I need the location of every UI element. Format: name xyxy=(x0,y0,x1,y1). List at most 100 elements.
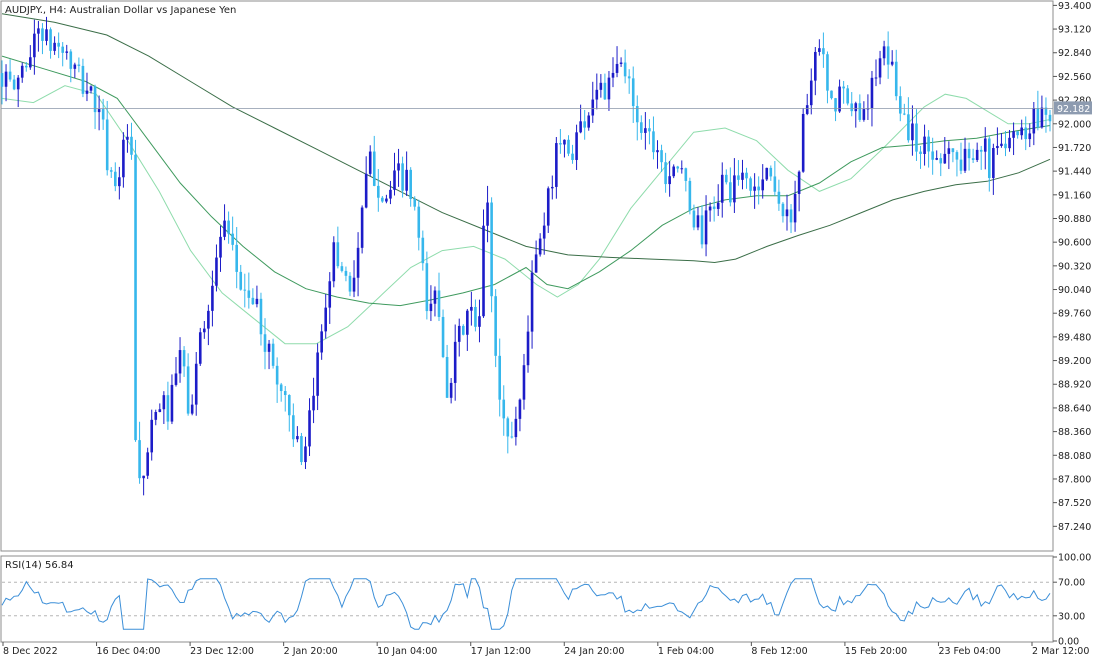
candle-body-bull xyxy=(332,242,336,282)
candle-body-bear xyxy=(425,263,429,312)
candle-body-bull xyxy=(118,177,121,187)
candle-body-bull xyxy=(324,307,328,332)
candle-body-bull xyxy=(607,77,611,100)
candle-body-bear xyxy=(77,64,81,66)
candle-body-bull xyxy=(255,298,259,305)
candle-body-bear xyxy=(113,171,117,187)
candle-body-bear xyxy=(907,114,910,141)
candle-body-bear xyxy=(437,290,441,317)
candle-body-bear xyxy=(372,151,376,186)
candle-body-bull xyxy=(142,475,145,479)
candle-body-bull xyxy=(170,384,174,422)
candlesticks xyxy=(0,16,1052,496)
candle-body-bull xyxy=(470,306,473,311)
candle-body-bear xyxy=(502,399,506,419)
candle-body-bull xyxy=(194,363,198,405)
candle-body-bull xyxy=(126,136,129,140)
candle-body-bear xyxy=(627,76,631,79)
candle-body-bear xyxy=(749,178,752,191)
candle-body-bull xyxy=(308,410,311,447)
candle-body-bear xyxy=(12,79,16,90)
candle-body-bull xyxy=(975,149,979,160)
candle-body-bear xyxy=(729,182,732,203)
candle-body-bull xyxy=(797,171,801,194)
candle-body-bull xyxy=(983,138,987,152)
candle-body-bull xyxy=(522,365,526,400)
candle-body-bear xyxy=(1016,131,1019,136)
rsi-pane xyxy=(0,555,1054,643)
candle-body-bear xyxy=(166,395,170,422)
candle-body-bear xyxy=(757,186,760,191)
candle-body-bear xyxy=(955,152,959,160)
candle-body-bear xyxy=(421,237,425,264)
candle-body-bull xyxy=(20,65,24,78)
candle-body-bear xyxy=(781,203,785,217)
candle-body-bull xyxy=(174,373,178,385)
moving-average-ma_fast xyxy=(1,85,1051,345)
price-tick-label: 91.720 xyxy=(1058,143,1091,154)
candle-body-bull xyxy=(198,332,202,364)
price-pane xyxy=(0,0,1054,552)
price-tick-label: 92.560 xyxy=(1058,72,1091,83)
candle-body-bear xyxy=(777,191,781,204)
candle-body-bull xyxy=(963,148,967,171)
candle-body-bull xyxy=(563,139,566,145)
time-tick-label: 15 Feb 20:00 xyxy=(845,646,907,657)
candle-body-bull xyxy=(215,257,218,286)
candle-body-bear xyxy=(461,325,465,335)
candle-body-bull xyxy=(4,71,8,87)
candle-body-bear xyxy=(409,169,412,199)
candle-body-bear xyxy=(927,136,930,152)
candle-body-bull xyxy=(316,352,319,396)
candle-body-bear xyxy=(951,148,955,153)
time-tick-label: 17 Jan 12:00 xyxy=(471,646,531,657)
candle-body-bull xyxy=(656,150,659,153)
candle-body-bear xyxy=(340,266,344,271)
candle-body-bear xyxy=(842,86,845,89)
candle-body-bull xyxy=(449,382,453,398)
candle-body-bear xyxy=(69,51,73,69)
candle-body-bear xyxy=(243,289,247,291)
candle-body-bull xyxy=(878,58,882,78)
candle-body-bear xyxy=(894,61,898,97)
rsi-line xyxy=(1,578,1051,630)
candle-body-bull xyxy=(405,169,408,191)
candle-body-bear xyxy=(182,350,186,367)
candle-body-bull xyxy=(364,173,368,208)
candle-body-bear xyxy=(1044,107,1048,115)
candle-body-bear xyxy=(988,138,991,178)
candle-body-bull xyxy=(53,42,56,51)
candle-body-bear xyxy=(822,48,825,55)
candle-body-bull xyxy=(486,202,489,226)
candle-body-bull xyxy=(716,202,720,209)
candle-body-bear xyxy=(1024,127,1028,140)
candle-body-bear xyxy=(773,176,777,192)
candle-body-bull xyxy=(158,409,162,412)
candle-body-bear xyxy=(724,174,728,183)
candle-body-bull xyxy=(518,399,522,419)
candle-body-bear xyxy=(239,271,243,290)
candle-body-bear xyxy=(231,233,234,245)
candle-body-bear xyxy=(105,119,109,171)
candle-body-bull xyxy=(1028,133,1032,140)
rsi-tick-label: 0.00 xyxy=(1058,637,1079,648)
candle-body-bear xyxy=(830,90,833,99)
candle-body-bear xyxy=(445,356,449,398)
candle-body-bear xyxy=(251,297,255,305)
candle-body-bull xyxy=(85,90,89,94)
candle-body-bull xyxy=(599,82,603,90)
time-tick-label: 24 Jan 20:00 xyxy=(564,646,624,657)
rsi-tick-label: 30.00 xyxy=(1058,611,1085,622)
time-tick-label: 8 Dec 2022 xyxy=(3,646,58,657)
candle-body-bear xyxy=(417,206,421,238)
candle-body-bear xyxy=(931,151,934,160)
time-tick-label: 16 Dec 04:00 xyxy=(97,646,161,657)
price-tick-label: 89.200 xyxy=(1058,356,1091,367)
candle-body-bear xyxy=(287,395,291,416)
candle-body-bull xyxy=(854,103,858,112)
price-tick-label: 90.880 xyxy=(1058,214,1091,225)
candle-body-bear xyxy=(506,418,510,437)
candle-body-bull xyxy=(672,166,675,177)
candle-body-bull xyxy=(207,310,210,329)
candle-body-bull xyxy=(328,281,332,308)
